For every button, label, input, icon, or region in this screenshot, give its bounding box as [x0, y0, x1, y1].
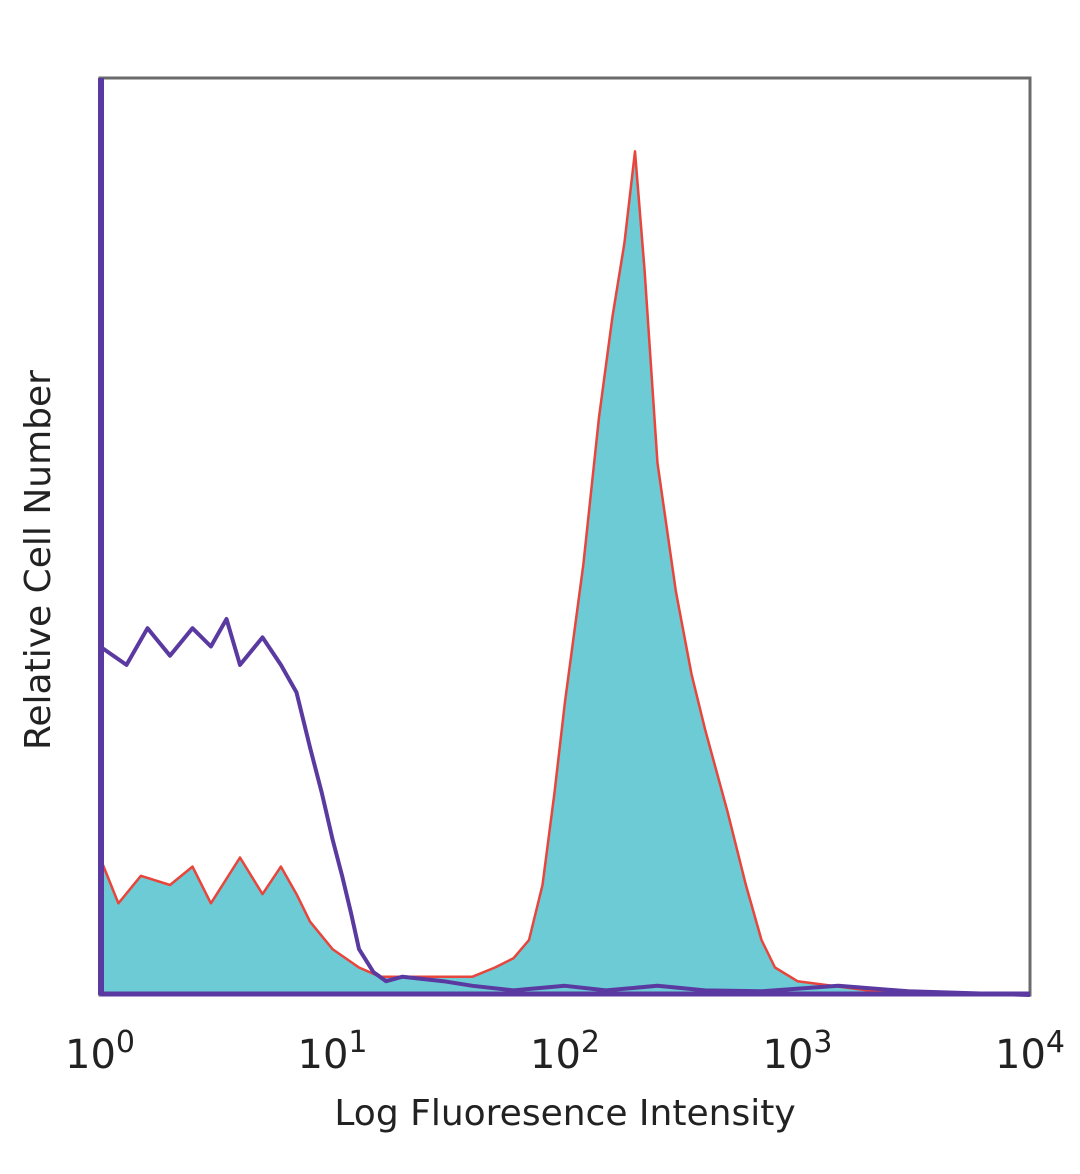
x-tick-label-1: 101 [298, 1025, 368, 1078]
x-tick-label-3: 103 [763, 1025, 833, 1078]
x-tick-label-0: 100 [65, 1025, 135, 1078]
y-axis-label: Relative Cell Number [18, 370, 59, 750]
series-layer [98, 150, 1031, 997]
series-1-line [98, 150, 1031, 997]
series-2-line [98, 617, 1031, 997]
x-tick-label-4: 104 [995, 1025, 1065, 1078]
series-1-fill [100, 151, 1030, 995]
x-tick-labels: 100 101 102 103 104 [65, 1025, 1065, 1078]
x-axis-label: Log Fluoresence Intensity [334, 1093, 795, 1134]
x-tick-label-2: 102 [530, 1025, 600, 1078]
